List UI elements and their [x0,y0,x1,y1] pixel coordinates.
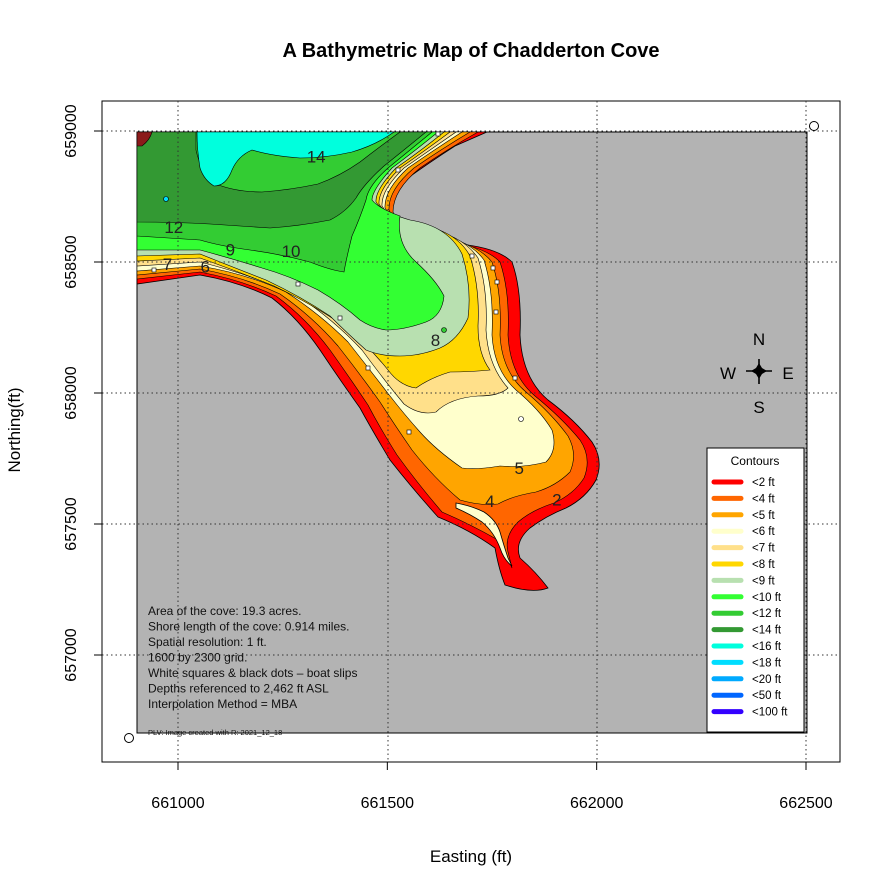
depth-zone-16ft [196,131,395,187]
x-axis-label: Easting (ft) [430,847,512,866]
compass-north: N [753,330,765,349]
boat-slip [365,365,371,371]
legend-item-label: <8 ft [752,559,776,571]
contour-labels: 14 12 9 10 7 6 8 5 4 2 [163,147,562,511]
compass-east: E [782,364,793,383]
corner-marker-bottom-left [124,733,134,743]
legend-box [706,447,805,733]
boat-slip [337,315,343,321]
compass-west: W [720,364,736,383]
boat-slip [435,131,441,137]
contour-label: 8 [431,331,440,350]
small-pond-marker-2 [441,327,447,333]
x-tick-label: 661000 [151,795,204,812]
contour-label: 6 [200,257,209,276]
boat-slip [151,267,157,273]
info-line: Area of the cove: 19.3 acres. [148,604,301,618]
x-tick-label: 661500 [361,795,414,812]
legend-item-label: <14 ft [752,625,782,637]
legend: Contours <2 ft<4 ft<5 ft<6 ft<7 ft<8 ft<… [706,447,805,733]
legend-item-label: <7 ft [752,543,776,555]
info-line: Spatial resolution: 1 ft. [148,635,267,649]
contour-label: 12 [164,218,183,237]
x-axis: 661000 661500 662000 662500 [151,761,833,812]
boat-slips [151,131,524,435]
legend-item-label: <2 ft [752,477,776,489]
compass-star-icon [751,363,767,379]
contour-label: 5 [514,459,523,478]
contour-label: 9 [226,240,235,259]
boat-slip [518,416,524,422]
contour-label: 4 [485,492,494,511]
contour-label: 7 [163,255,172,274]
boat-slip [406,429,412,435]
info-block: PLV: Image created with R: 2021_12_18 Ar… [148,604,357,737]
compass-south: S [753,398,764,417]
legend-item-label: <16 ft [752,641,782,653]
y-axis: 657000 657500 658000 658500 659000 [63,104,103,682]
boat-slip [469,253,475,259]
contour-label: 14 [307,147,326,166]
channel-tail [455,502,513,567]
water-body [136,131,600,591]
y-axis-label: Northing(ft) [5,387,24,472]
legend-title: Contours [731,454,780,468]
legend-item-label: <5 ft [752,510,776,522]
info-line: Shore length of the cove: 0.914 miles. [148,620,349,634]
legend-item-label: <20 ft [752,674,782,686]
grid-lines [102,101,840,762]
boat-slip [295,281,301,287]
x-tick-label: 662500 [779,795,832,812]
depth-zone-corner-patch [136,131,153,147]
legend-item-label: <10 ft [752,592,782,604]
info-line: Interpolation Method = MBA [148,697,297,711]
y-tick-label: 657000 [63,628,80,681]
compass-rose: N S W E [720,330,794,417]
legend-items: <2 ft <4 ft <5 ft <6 ft <7 ft <8 ft <9 ft <10 f… [711,477,788,719]
y-tick-label: 658500 [63,235,80,288]
y-tick-label: 659000 [63,104,80,157]
boat-slip [490,265,496,271]
legend-item-label: <6 ft [752,526,776,538]
small-pond-marker [163,196,169,202]
legend-item-label: <100 ft [752,707,788,719]
legend-item-label: <12 ft [752,608,782,620]
boat-slip [395,167,401,173]
contour-label: 2 [552,491,561,510]
boat-slip [494,279,500,285]
boat-slip [493,309,499,315]
y-tick-label: 658000 [63,366,80,419]
info-line: White squares & black dots – boat slips [148,666,357,680]
contour-label: 10 [282,242,301,261]
boat-slip [512,375,518,381]
legend-item-label: <18 ft [752,657,782,669]
credit-text: PLV: Image created with R: 2021_12_18 [148,728,282,737]
x-tick-label: 662000 [570,795,623,812]
info-line: 1600 by 2300 grid. [148,651,247,665]
y-tick-label: 657500 [63,497,80,550]
legend-item-label: <9 ft [752,575,776,587]
legend-item-label: <4 ft [752,493,776,505]
legend-item-label: <50 ft [752,690,782,702]
corner-marker-top-right [809,121,819,131]
map-title: A Bathymetric Map of Chadderton Cove [282,40,659,62]
info-line: Depths referenced to 2,462 ft ASL [148,682,329,696]
